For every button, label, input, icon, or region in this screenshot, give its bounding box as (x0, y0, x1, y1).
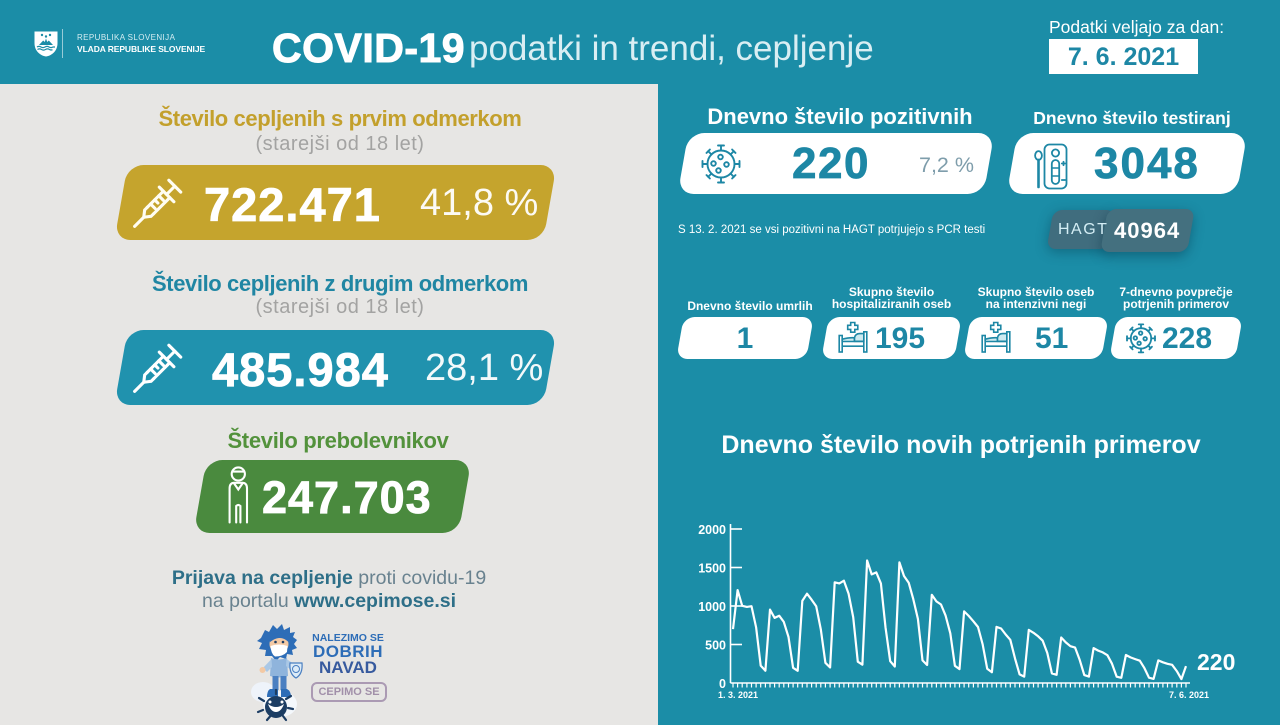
svg-text:1500: 1500 (698, 562, 726, 576)
svg-text:0: 0 (719, 677, 726, 691)
svg-text:2000: 2000 (698, 523, 726, 537)
svg-text:220: 220 (1197, 649, 1235, 675)
svg-text:500: 500 (705, 639, 726, 653)
svg-text:7. 6. 2021: 7. 6. 2021 (1169, 690, 1209, 700)
svg-text:1000: 1000 (698, 600, 726, 614)
svg-text:1. 3. 2021: 1. 3. 2021 (718, 690, 758, 700)
